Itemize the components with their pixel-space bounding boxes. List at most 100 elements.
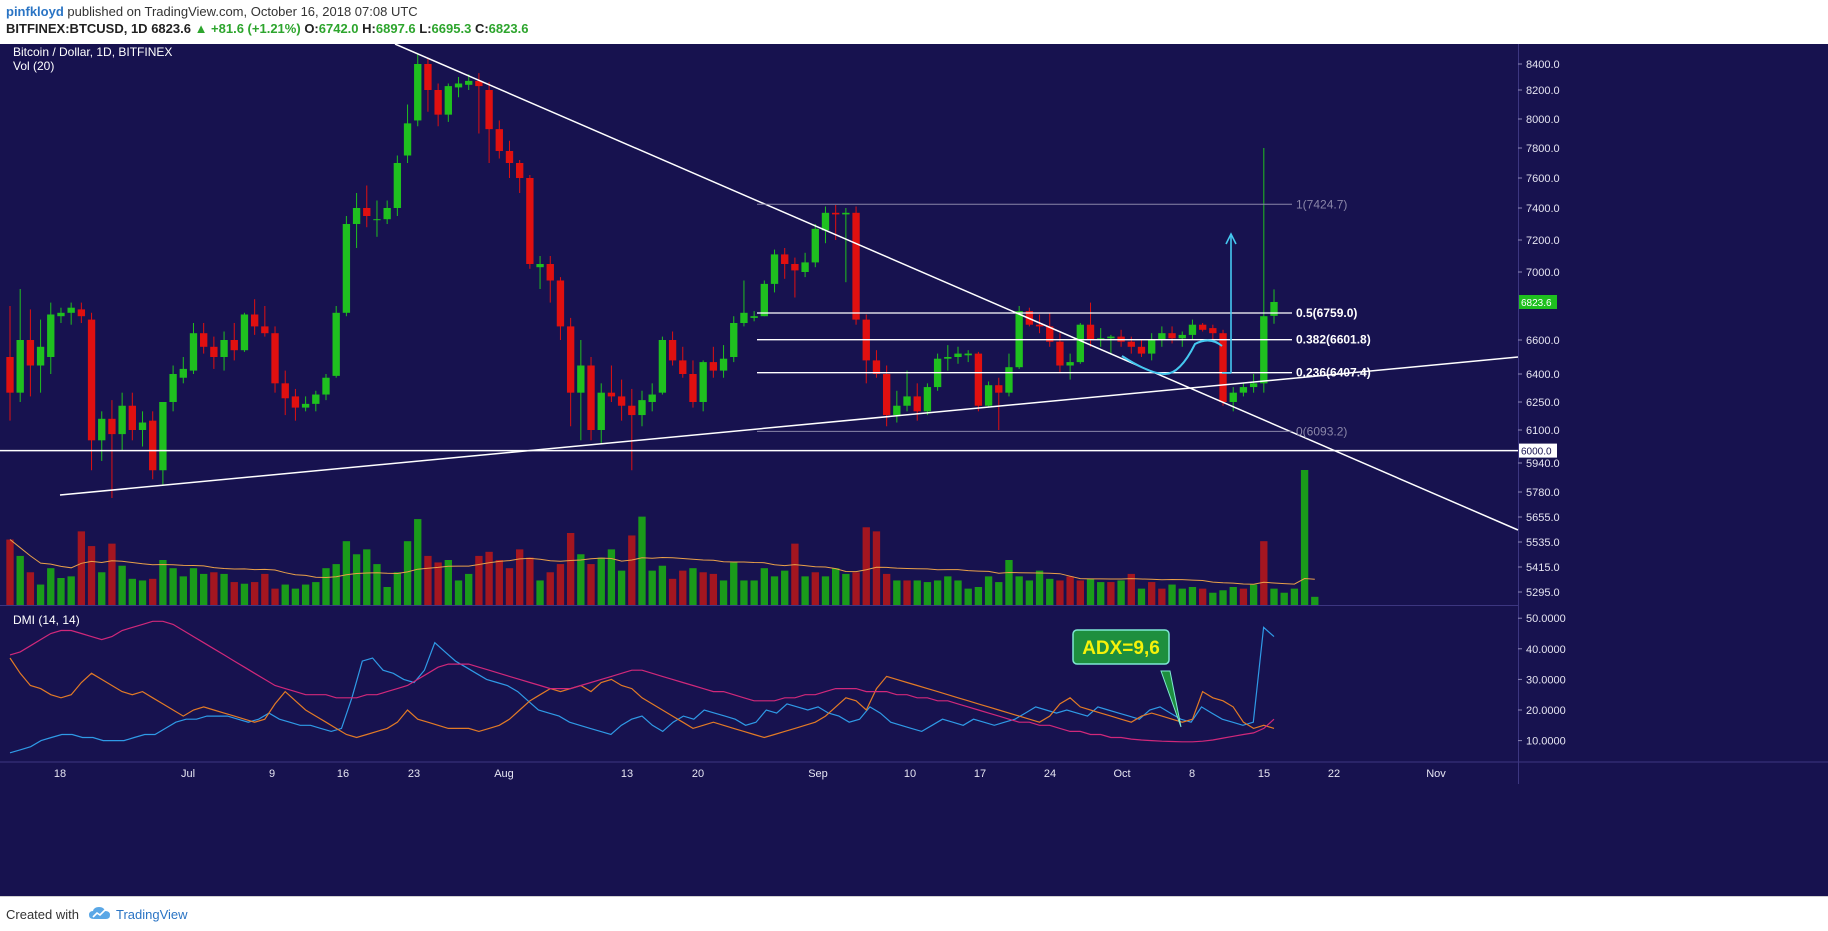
candle-body xyxy=(791,264,799,271)
price-tick-label: 6250.0 xyxy=(1526,397,1560,409)
volume-bar xyxy=(373,564,381,605)
candle-body xyxy=(1107,336,1115,339)
volume-bar xyxy=(444,560,452,605)
candle xyxy=(679,346,687,378)
candle xyxy=(393,155,402,216)
volume-bar xyxy=(1249,584,1258,605)
candle xyxy=(1188,319,1197,340)
candle-body xyxy=(261,326,269,334)
candle-body xyxy=(842,212,850,215)
candle xyxy=(516,160,524,193)
candle-body xyxy=(984,385,993,406)
candle-body xyxy=(638,400,646,416)
candle-body xyxy=(1086,324,1095,340)
candle xyxy=(617,379,626,421)
candle-body xyxy=(546,264,554,281)
candle-body xyxy=(617,396,626,406)
volume-bar xyxy=(87,546,96,605)
last-price-tag-label: 6823.6 xyxy=(1521,298,1552,309)
candle xyxy=(403,104,412,163)
annotation-text: ADX=9,6 xyxy=(1082,638,1160,659)
candle xyxy=(47,302,55,374)
candle xyxy=(332,306,340,378)
candle-body xyxy=(526,178,534,264)
candle xyxy=(536,256,544,289)
candle xyxy=(250,299,259,335)
dmi-tick-label: 20.0000 xyxy=(1526,705,1566,717)
candle-body xyxy=(1260,316,1268,384)
volume-bar xyxy=(1158,588,1166,605)
candle-body xyxy=(597,392,605,430)
price-tick-label: 7400.0 xyxy=(1526,203,1560,215)
candle-body xyxy=(281,383,289,399)
candle xyxy=(587,357,595,441)
candle-body xyxy=(882,374,891,416)
chart-canvas[interactable]: 50.0000 40.0000 30.0000 20.0000 10.0000 DMI (… xyxy=(0,44,1828,896)
price-tick-label: 6600.0 xyxy=(1526,335,1560,347)
candle-body xyxy=(781,254,789,264)
candle xyxy=(6,306,14,421)
candle-body xyxy=(363,208,371,216)
volume-bar xyxy=(1168,584,1176,605)
candle-body xyxy=(138,422,147,430)
volume-bar xyxy=(1107,582,1115,605)
candle-body xyxy=(1209,328,1217,334)
volume-bar xyxy=(617,570,626,605)
candle-body xyxy=(179,368,187,378)
tradingview-link[interactable]: TradingView xyxy=(116,907,188,922)
volume-bar xyxy=(149,578,157,605)
volume-bar xyxy=(1015,576,1023,605)
candle xyxy=(1148,333,1156,361)
candle xyxy=(984,381,993,408)
volume-bar xyxy=(47,568,55,605)
candle xyxy=(454,77,463,98)
dmi-tick-label: 30.0000 xyxy=(1526,674,1566,686)
volume-bar xyxy=(250,582,259,605)
candle-body xyxy=(740,312,748,323)
fib-level-label: 0.5(6759.0) xyxy=(1296,306,1357,320)
candle xyxy=(291,388,300,421)
price-tick-label: 8400.0 xyxy=(1526,59,1560,71)
volume-bar xyxy=(607,549,616,605)
volume-bar xyxy=(566,533,575,605)
candle-body xyxy=(1198,324,1207,330)
candle xyxy=(281,370,289,416)
candle-body xyxy=(1178,334,1186,339)
price-tick-label: 7800.0 xyxy=(1526,143,1560,155)
volume-ma-line xyxy=(9,539,1315,585)
candle-body xyxy=(149,420,157,471)
candle xyxy=(87,312,96,471)
candle xyxy=(434,83,442,127)
candle xyxy=(57,307,65,323)
volume-bar xyxy=(556,564,565,605)
dmi-adx-line xyxy=(9,620,1275,743)
open-label: O: xyxy=(304,21,319,36)
volume-bar xyxy=(1239,588,1248,605)
volume-bar xyxy=(240,583,249,605)
volume-bar xyxy=(1127,573,1135,605)
volume-bar xyxy=(505,568,514,605)
volume-bar xyxy=(403,541,412,605)
volume-bar xyxy=(872,531,881,605)
volume-bar xyxy=(882,573,891,605)
volume-bar xyxy=(1086,578,1095,605)
volume-bar xyxy=(760,568,768,605)
candle xyxy=(138,411,147,447)
author-name[interactable]: pinfkloyd xyxy=(6,4,64,19)
price-tick-label: 7600.0 xyxy=(1526,173,1560,185)
created-with-label: Created with xyxy=(6,907,79,922)
chart-header: pinfkloyd published on TradingView.com, … xyxy=(0,0,1828,44)
candle-body xyxy=(832,212,840,215)
candle-body xyxy=(220,340,228,357)
price-tick-label: 5780.0 xyxy=(1526,487,1560,499)
candle xyxy=(240,312,249,352)
tradingview-cloud-icon xyxy=(89,907,110,919)
candle xyxy=(149,411,157,480)
volume-bar xyxy=(108,543,116,605)
volume-bar xyxy=(1270,588,1278,605)
candle xyxy=(964,350,972,363)
ohlc-readout: BITFINEX:BTCUSD, 1D 6823.6 ▲ +81.6 (+1.2… xyxy=(6,21,528,36)
candle-body xyxy=(1188,324,1197,335)
fib-level-label: 1(7424.7) xyxy=(1296,197,1347,211)
volume-bar xyxy=(454,580,463,605)
